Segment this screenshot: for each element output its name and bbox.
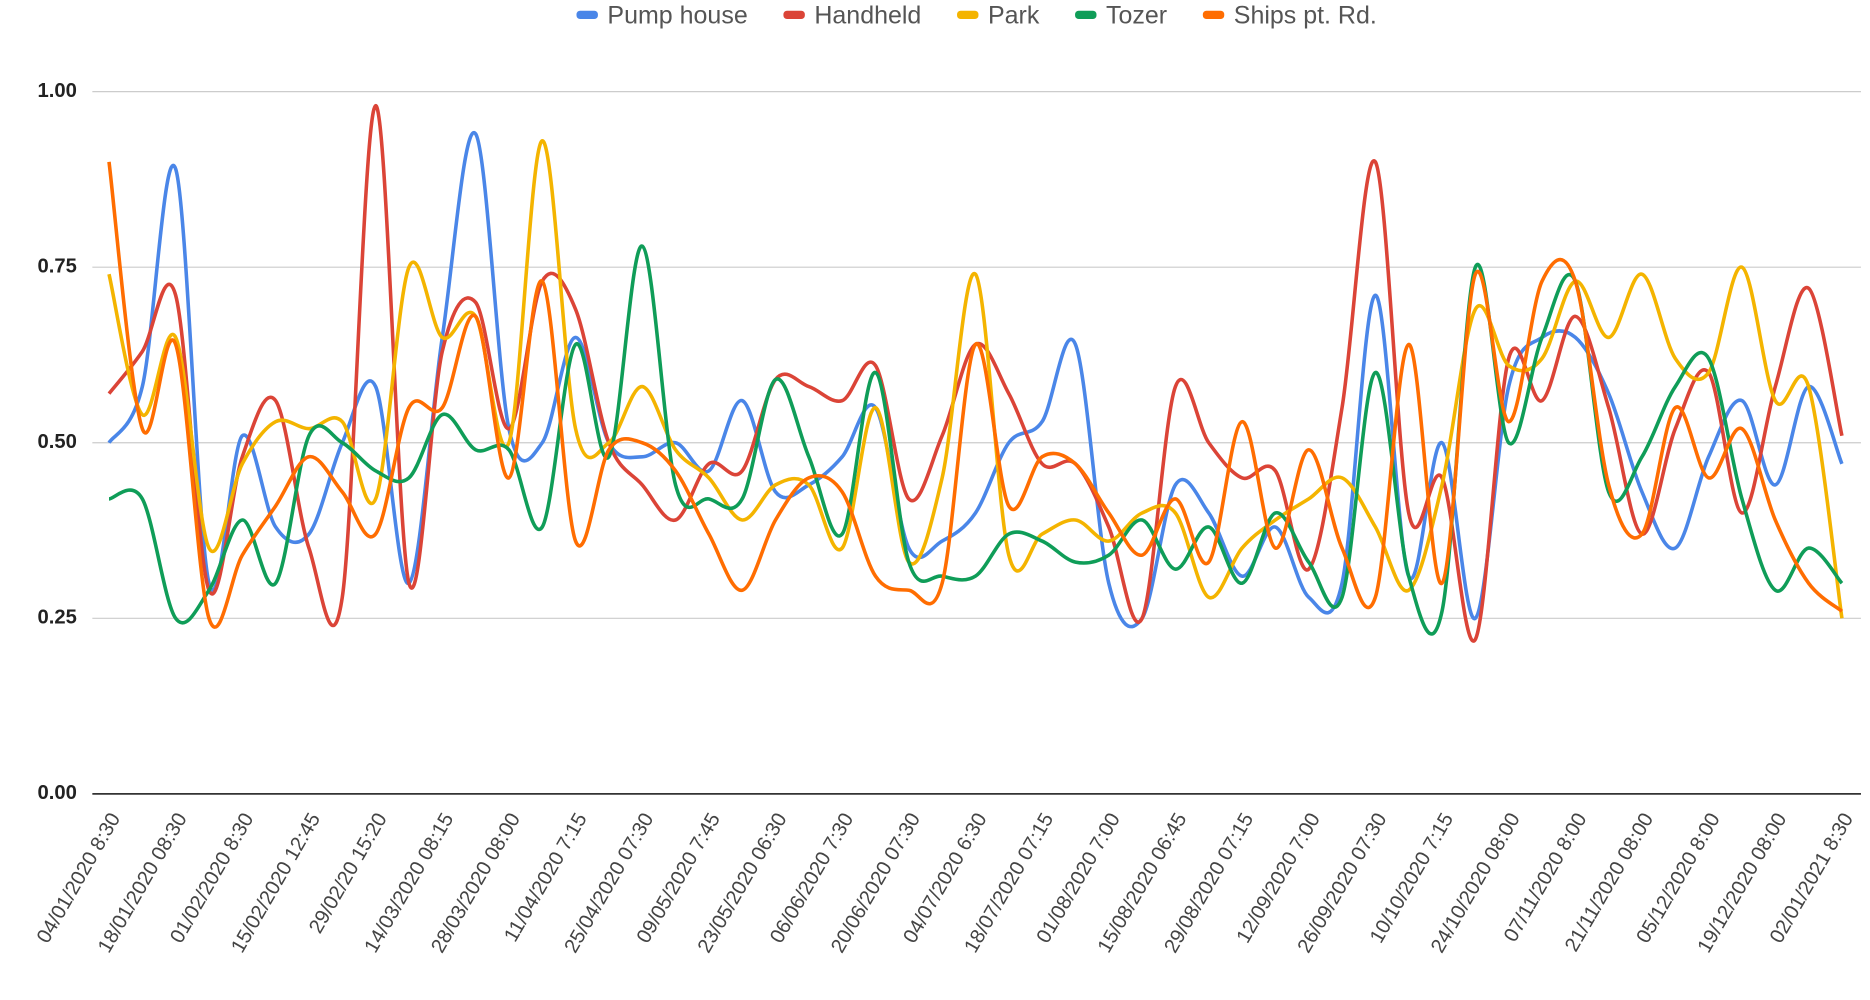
series-line: [107, 161, 1844, 629]
legend-label: Pump house: [607, 1, 747, 29]
legend-label: Tozer: [1106, 1, 1167, 29]
y-tick-label: 1.00: [38, 80, 77, 102]
series-line: [107, 130, 1844, 629]
legend-swatch: [783, 10, 805, 20]
series-line: [107, 103, 1844, 643]
y-tick-label: 0.75: [38, 256, 77, 278]
y-tick-label: 0.50: [38, 431, 77, 453]
legend-label: Handheld: [814, 1, 921, 29]
legend: Pump house Handheld Park Tozer Ships pt. Rd.: [576, 1, 1377, 29]
series-line: [107, 139, 1844, 619]
legend-label: Ships pt. Rd.: [1234, 1, 1377, 29]
legend-swatch: [576, 10, 598, 20]
legend-label: Park: [988, 1, 1040, 29]
y-tick-label: 0.00: [38, 782, 77, 804]
legend-swatch: [957, 10, 979, 20]
legend-swatch: [1202, 10, 1225, 20]
legend-swatch: [1075, 10, 1097, 20]
y-tick-label: 0.25: [38, 607, 77, 629]
series-line: [108, 244, 1844, 636]
